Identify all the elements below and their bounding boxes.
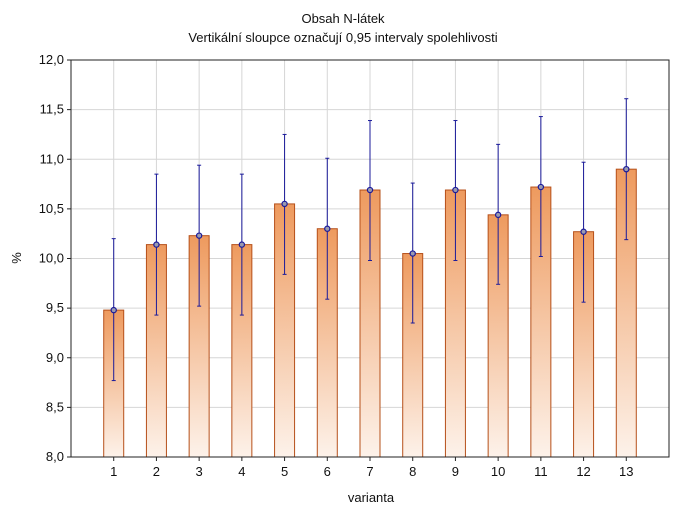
y-tick-label: 11,0	[40, 151, 64, 166]
x-tick-label: 12	[576, 464, 590, 479]
mean-marker	[153, 241, 160, 248]
y-tick-label: 9,5	[46, 300, 64, 315]
mean-marker	[494, 211, 502, 219]
x-tick-label: 10	[491, 464, 505, 479]
mean-marker	[238, 241, 246, 248]
y-tick-label: 10,0	[39, 251, 64, 266]
x-tick-label: 3	[196, 464, 203, 479]
mean-marker	[110, 306, 117, 314]
error-bars	[110, 98, 630, 382]
x-axis-label: varianta	[348, 490, 395, 505]
chart-subtitle: Vertikální sloupce označují 0,95 interva…	[188, 30, 497, 45]
x-tick-label: 11	[534, 464, 548, 479]
chart-title: Obsah N-látek	[301, 11, 385, 26]
x-tick-label: 7	[366, 464, 373, 479]
mean-marker	[324, 225, 331, 232]
mean-marker	[366, 186, 374, 194]
mean-marker	[580, 228, 587, 235]
x-tick-label: 4	[238, 464, 245, 479]
axes	[67, 59, 670, 461]
x-tick-labels: 1 2 3 4 5 6 7 8 9 10 11 12 13	[110, 464, 633, 479]
y-axis-label: %	[9, 252, 24, 264]
mean-marker	[195, 232, 203, 239]
x-tick-label: 1	[110, 464, 117, 479]
y-tick-label: 11,5	[40, 102, 64, 117]
x-tick-label: 6	[324, 464, 331, 479]
mean-marker	[623, 165, 630, 173]
y-tick-label: 12,0	[39, 52, 64, 67]
x-tick-label: 13	[619, 464, 633, 479]
y-tick-label: 10,5	[39, 201, 64, 216]
plot-frame	[70, 59, 670, 458]
mean-marker	[409, 250, 416, 257]
y-tick-labels: 8,0 8,5 9,0 9,5 10,0 10,5 11,0 11,5 12,0	[39, 52, 64, 464]
mean-marker	[281, 200, 288, 208]
x-tick-label: 8	[409, 464, 416, 479]
x-tick-label: 9	[452, 464, 459, 479]
y-tick-label: 8,5	[46, 399, 64, 414]
x-tick-label: 2	[153, 464, 160, 479]
mean-marker	[537, 183, 545, 191]
mean-marker	[452, 186, 459, 194]
y-tick-label: 9,0	[46, 350, 64, 365]
x-tick-label: 5	[281, 464, 288, 479]
y-tick-label: 8,0	[46, 449, 64, 464]
bars	[103, 168, 637, 458]
